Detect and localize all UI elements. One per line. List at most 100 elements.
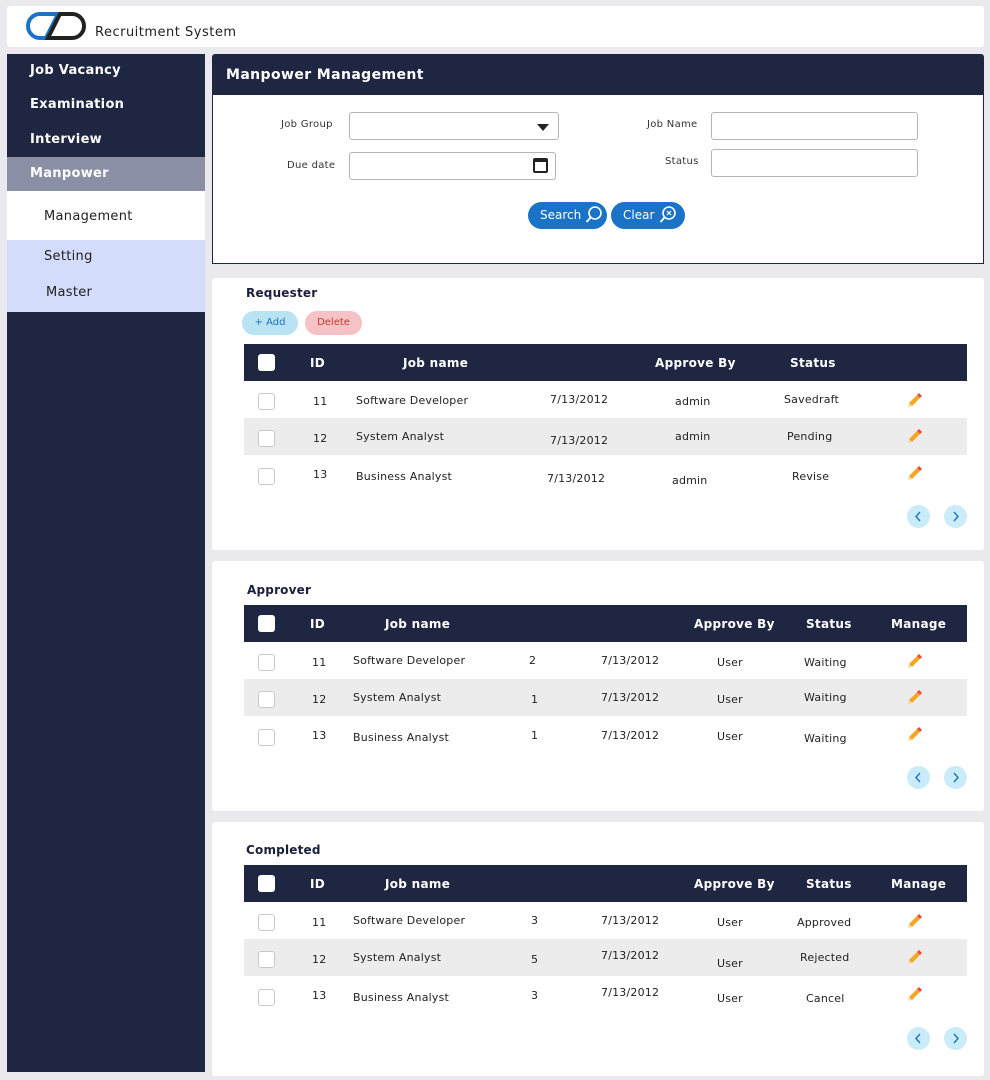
edit-pencil-icon[interactable] (906, 725, 923, 742)
row-approve-by: User (717, 730, 743, 743)
add-button[interactable]: + Add (242, 311, 298, 335)
due-date-field[interactable] (349, 152, 556, 180)
table-row[interactable]: 13 Business Analyst 7/13/2012 admin Revi… (244, 455, 967, 492)
next-page-button[interactable] (944, 1027, 967, 1050)
row-checkbox[interactable] (258, 729, 275, 746)
select-all-checkbox[interactable] (258, 875, 275, 892)
row-id: 11 (313, 395, 328, 408)
edit-pencil-icon[interactable] (906, 652, 923, 669)
sidebar-item-manpower-management[interactable]: Manpower Management (7, 157, 205, 215)
requester-title: Requester (246, 286, 318, 300)
sidebar-subitem-master[interactable]: Master (46, 285, 93, 300)
row-count: 1 (531, 729, 539, 742)
next-page-button[interactable] (944, 766, 967, 789)
row-checkbox[interactable] (258, 951, 275, 968)
job-group-select[interactable] (349, 112, 559, 140)
table-row[interactable]: 12 System Analyst 1 7/13/2012 User Waiti… (244, 679, 967, 716)
row-date: 7/13/2012 (601, 949, 660, 962)
table-row[interactable]: 12 System Analyst 5 7/13/2012 User Rejec… (244, 939, 967, 976)
row-date: 7/13/2012 (547, 472, 606, 485)
chevron-left-icon (915, 511, 921, 522)
sidebar-subitem-setting[interactable]: Setting (44, 249, 93, 264)
row-date: 7/13/2012 (601, 654, 660, 667)
row-checkbox[interactable] (258, 430, 275, 447)
edit-pencil-icon[interactable] (906, 985, 923, 1002)
row-checkbox[interactable] (258, 393, 275, 410)
edit-pencil-icon[interactable] (906, 464, 923, 481)
app-title: Recruitment System (95, 25, 237, 40)
row-approve-by: admin (672, 474, 708, 487)
requester-card: Requester + Add Delete ID Job name Appro… (212, 278, 984, 550)
col-approve-by: Approve By (655, 356, 736, 370)
clear-button[interactable]: Clear (611, 202, 685, 229)
prev-page-button[interactable] (907, 505, 930, 528)
job-name-label: Job Name (647, 119, 698, 130)
row-checkbox[interactable] (258, 654, 275, 671)
delete-button[interactable]: Delete (305, 311, 362, 335)
col-status: Status (806, 617, 852, 631)
chevron-left-icon (915, 1033, 921, 1044)
approver-table-header: ID Job name Approve By Status Manage (244, 605, 967, 642)
cd-logo-icon[interactable] (26, 11, 90, 41)
sidebar-item-interview[interactable]: Interview (30, 132, 102, 147)
edit-pencil-icon[interactable] (906, 427, 923, 444)
row-approve-by: User (717, 916, 743, 929)
search-button[interactable]: Search (528, 202, 607, 229)
completed-table-header: ID Job name Approve By Status Manage (244, 865, 967, 902)
due-date-input[interactable] (350, 153, 555, 179)
select-all-checkbox[interactable] (258, 354, 275, 371)
edit-pencil-icon[interactable] (906, 391, 923, 408)
row-status: Waiting (804, 732, 847, 745)
table-row[interactable]: 11 Software Developer 2 7/13/2012 User W… (244, 642, 967, 679)
row-approve-by: User (717, 656, 743, 669)
select-all-checkbox[interactable] (258, 615, 275, 632)
row-job-name: Business Analyst (353, 731, 450, 744)
row-id: 13 (312, 989, 327, 1002)
row-checkbox[interactable] (258, 914, 275, 931)
top-header: Recruitment System (7, 6, 984, 47)
table-row[interactable]: 13 Business Analyst 3 7/13/2012 User Can… (244, 976, 967, 1013)
clear-button-label: Clear (623, 208, 655, 222)
prev-page-button[interactable] (907, 766, 930, 789)
completed-title: Completed (246, 843, 321, 857)
col-job-name: Job name (385, 617, 451, 631)
edit-pencil-icon[interactable] (906, 912, 923, 929)
table-row[interactable]: 12 System Analyst 7/13/2012 admin Pendin… (244, 418, 967, 455)
status-field[interactable] (711, 149, 918, 177)
col-manage: Manage (891, 617, 947, 631)
edit-pencil-icon[interactable] (906, 948, 923, 965)
row-job-name: System Analyst (353, 951, 442, 964)
row-approve-by: User (717, 992, 743, 1005)
completed-card: Completed ID Job name Approve By Status … (212, 822, 984, 1076)
sidebar-subitem-management[interactable]: Management (44, 209, 133, 224)
job-name-field[interactable] (711, 112, 918, 140)
job-group-value[interactable] (350, 113, 558, 139)
edit-pencil-icon[interactable] (906, 688, 923, 705)
calendar-icon[interactable] (533, 158, 548, 173)
col-manage: Manage (891, 877, 947, 891)
row-status: Approved (797, 916, 852, 929)
table-row[interactable]: 13 Business Analyst 1 7/13/2012 User Wai… (244, 716, 967, 753)
row-job-name: System Analyst (353, 691, 442, 704)
row-date: 7/13/2012 (601, 729, 660, 742)
next-page-button[interactable] (944, 505, 967, 528)
chevron-down-icon[interactable] (537, 124, 549, 131)
col-approve-by: Approve By (694, 617, 775, 631)
approver-title: Approver (247, 583, 312, 597)
table-row[interactable]: 11 Software Developer 7/13/2012 admin Sa… (244, 381, 967, 418)
table-row[interactable]: 11 Software Developer 3 7/13/2012 User A… (244, 902, 967, 939)
row-date: 7/13/2012 (601, 986, 660, 999)
row-job-name: Software Developer (353, 914, 466, 927)
sidebar-item-job-vacancy[interactable]: Job Vacancy (30, 63, 121, 78)
status-input[interactable] (712, 150, 917, 176)
row-checkbox[interactable] (258, 468, 275, 485)
sidebar-item-examination[interactable]: Examination (30, 97, 125, 112)
row-approve-by: User (717, 693, 743, 706)
row-checkbox[interactable] (258, 691, 275, 708)
row-job-name: System Analyst (356, 430, 445, 443)
clear-search-icon (659, 206, 676, 223)
search-button-label: Search (540, 208, 582, 222)
row-checkbox[interactable] (258, 989, 275, 1006)
job-name-input[interactable] (712, 113, 917, 139)
prev-page-button[interactable] (907, 1027, 930, 1050)
